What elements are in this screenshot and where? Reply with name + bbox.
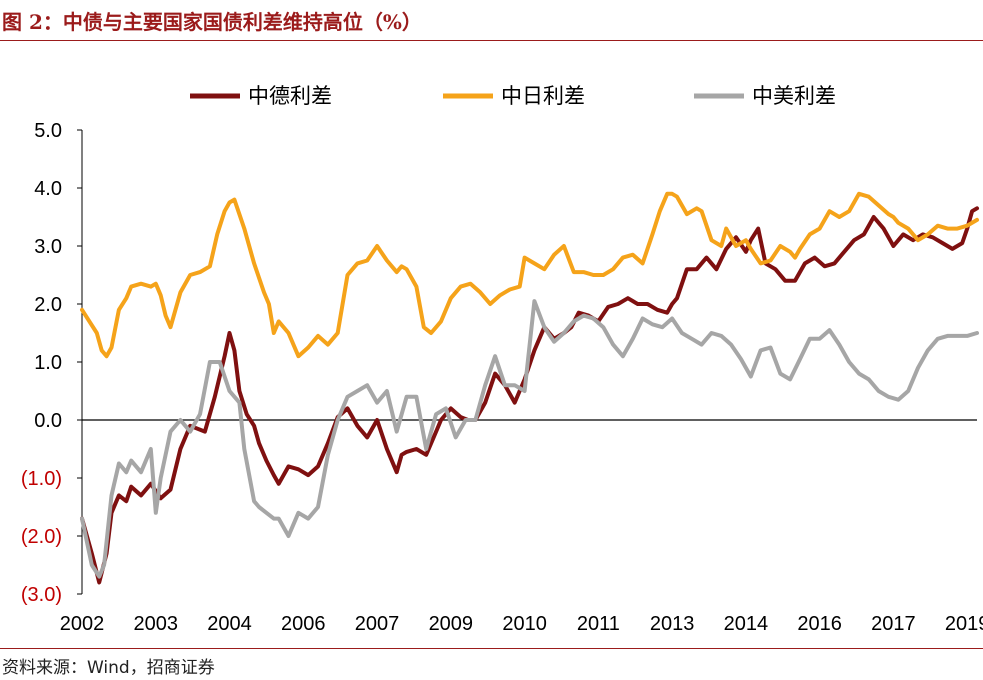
y-tick-label: 1.0 (34, 352, 62, 374)
x-tick-label: 2007 (355, 613, 400, 635)
y-tick-label: 5.0 (34, 120, 62, 142)
y-tick-label: (1.0) (21, 468, 62, 490)
legend-label-2: 中日利差 (501, 85, 585, 108)
legend: 中德利差 中日利差 中美利差 (190, 85, 836, 108)
y-tick-label: 0.0 (34, 410, 62, 432)
y-tick-label: (2.0) (21, 526, 62, 548)
y-tick-label: (3.0) (21, 584, 62, 606)
footer-divider (0, 648, 983, 649)
x-tick-label: 2003 (134, 613, 179, 635)
y-tick-label: 2.0 (34, 294, 62, 316)
x-tick-label: 2009 (429, 613, 474, 635)
y-tick-label: 3.0 (34, 236, 62, 258)
y-axis: 5.0 4.0 3.0 2.0 1.0 0.0 (1.0) (2.0) (3.0) (21, 120, 83, 606)
series-line-3 (80, 299, 979, 579)
legend-label-1: 中德利差 (248, 85, 332, 108)
x-tick-label: 2004 (207, 613, 252, 635)
x-tick-label: 2006 (281, 613, 326, 635)
chart-title: 图 2：中债与主要国家国债利差维持高位（%） (2, 10, 422, 34)
x-tick-label: 2014 (724, 613, 769, 635)
x-tick-label: 2019 (945, 613, 983, 635)
legend-label-3: 中美利差 (752, 85, 836, 108)
title-divider (0, 40, 983, 41)
x-tick-label: 2013 (650, 613, 695, 635)
x-tick-label: 2016 (797, 613, 842, 635)
x-tick-label: 2011 (577, 613, 620, 635)
x-tick-label: 2002 (60, 613, 105, 635)
x-tick-label: 2017 (871, 613, 916, 635)
x-axis: 2002 2003 2004 2006 2007 2009 2010 2011 2013 2014… (60, 419, 983, 635)
series-layer (80, 191, 979, 585)
x-tick-label: 2010 (502, 613, 547, 635)
series-line-1 (80, 206, 979, 585)
series-line-2 (80, 191, 979, 359)
line-chart: 中德利差 中日利差 中美利差 5.0 4.0 3.0 2.0 1.0 0.0 (1.0) (2.0… (21, 85, 983, 635)
y-tick-label: 4.0 (34, 178, 62, 200)
source-note: 资料来源：Wind，招商证券 (2, 658, 215, 678)
